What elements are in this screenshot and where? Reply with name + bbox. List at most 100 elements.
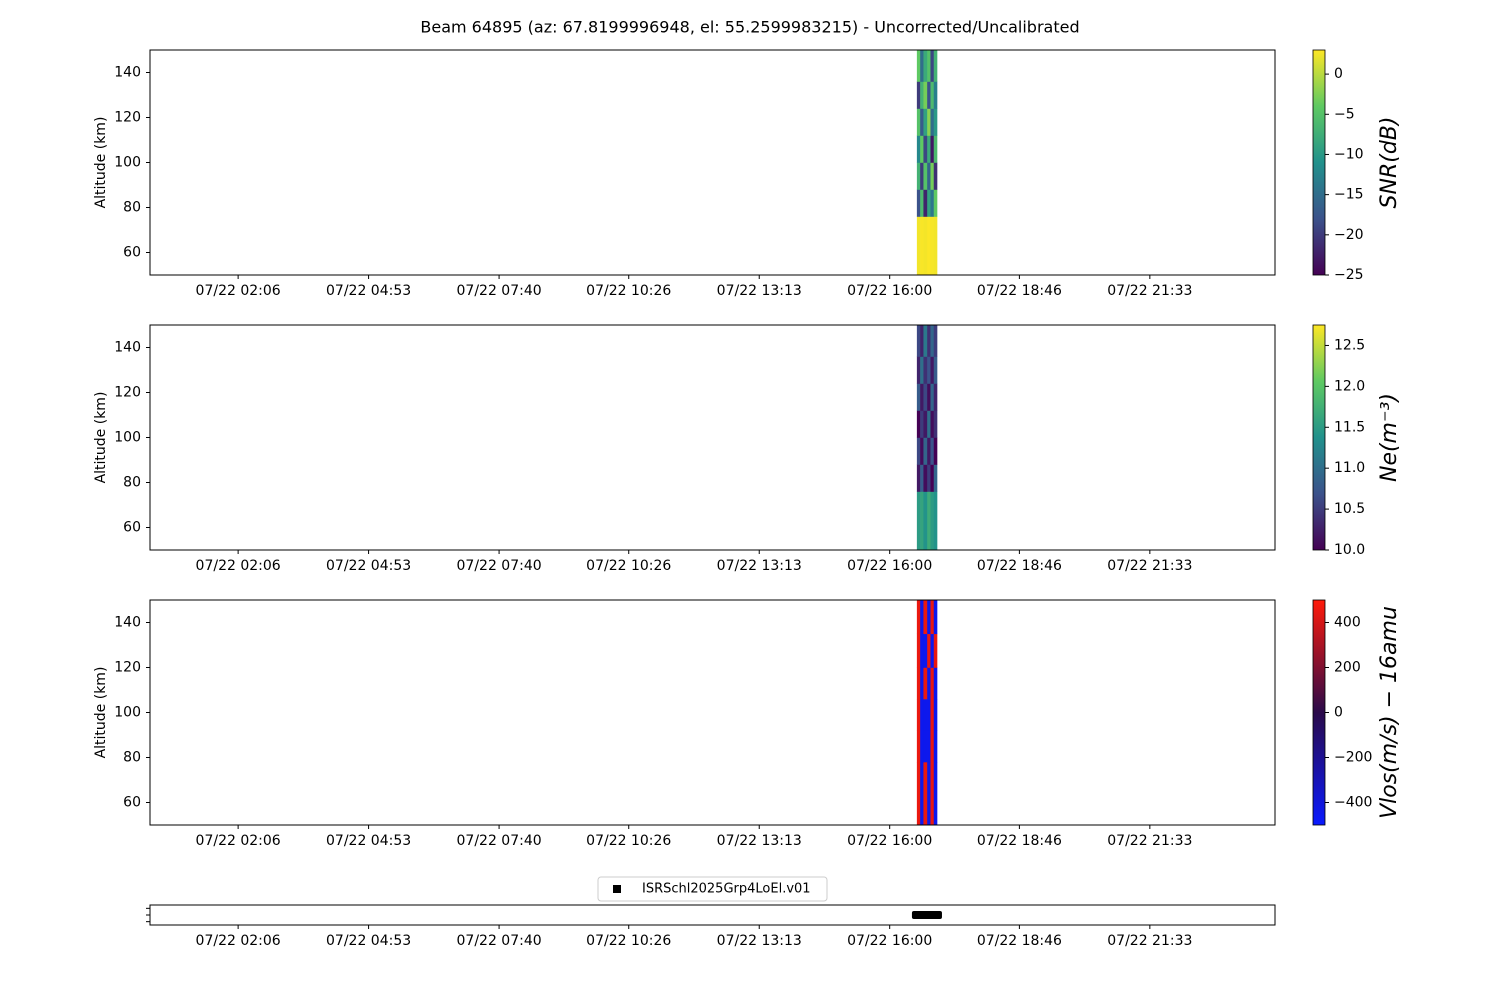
heatmap-cell [927,108,931,136]
heatmap-cell [927,325,931,357]
heatmap-cell [916,135,921,163]
colorbar-tick-label: −15 [1334,187,1364,203]
heatmap-cell [930,491,935,551]
heatmap-cell [923,356,928,384]
heatmap-cell [930,135,935,163]
heatmap-cell [920,356,924,384]
heatmap-cell [923,437,928,465]
heatmap-cell [933,699,938,731]
heatmap-cell [923,216,928,276]
y-tick-label: 140 [114,340,141,356]
x-tick-label: 07/22 21:33 [1107,283,1192,299]
heatmap-cell [916,464,921,492]
heatmap-cell [927,216,931,276]
y-tick-label: 80 [123,475,141,491]
heatmap-cell [923,464,928,492]
x-tick-label: 07/22 13:13 [717,933,802,949]
x-tick-label: 07/22 10:26 [586,833,671,849]
heatmap-cell [920,135,924,163]
x-tick-label: 07/22 10:26 [586,283,671,299]
heatmap-cell [916,325,921,357]
heatmap-cell [916,699,921,731]
y-tick-label: 100 [114,430,141,446]
heatmap-cell [927,81,931,109]
heatmap-cell [930,162,935,190]
x-tick-label: 07/22 13:13 [717,558,802,574]
x-tick-label: 07/22 16:00 [847,283,932,299]
heatmap-cell [920,108,924,136]
x-tick-label: 07/22 13:13 [717,833,802,849]
colorbar-tick-label: −5 [1334,106,1355,122]
heatmap-cell [923,491,928,551]
x-tick-label: 07/22 02:06 [196,558,281,574]
heatmap-cell [933,667,938,700]
x-tick-label: 07/22 07:40 [457,933,542,949]
heatmap-cell [930,633,935,668]
heatmap-cell [920,410,924,438]
x-tick-label: 07/22 16:00 [847,833,932,849]
y-axis-label: Altitude (km) [93,392,109,484]
heatmap-cell [920,189,924,217]
colorbar [1312,599,1326,826]
heatmap-cell [933,162,938,190]
heatmap-cell [916,491,921,551]
heatmap-cell [923,410,928,438]
colorbar-label: Vlos(m/s) − 16amu [1377,606,1402,819]
heatmap-cell [930,108,935,136]
colorbar [1312,49,1326,276]
x-tick-label: 07/22 18:46 [977,558,1062,574]
x-tick-label: 07/22 21:33 [1107,833,1192,849]
x-tick-label: 07/22 07:40 [457,283,542,299]
heatmap-cell [920,216,924,276]
y-tick-label: 80 [123,200,141,216]
heatmap-cell [933,633,938,668]
x-tick-label: 07/22 10:26 [586,933,671,949]
y-tick-label: 60 [123,520,141,536]
heatmap-cell [916,762,921,826]
x-tick-label: 07/22 02:06 [196,933,281,949]
heatmap-cell [933,491,938,551]
heatmap-cell [920,762,924,826]
heatmap-cell [930,667,935,700]
heatmap-cell [920,730,924,763]
heatmap-cell [923,135,928,163]
colorbar [1312,324,1326,551]
heatmap-cell [923,633,928,668]
heatmap-cell [923,762,928,826]
x-tick-label: 07/22 16:00 [847,558,932,574]
colorbar-tick-label: −10 [1334,146,1364,162]
heatmap-cell [923,162,928,190]
heatmap-cell [927,356,931,384]
x-tick-label: 07/22 02:06 [196,833,281,849]
heatmap-cell [923,189,928,217]
heatmap-cell [930,325,935,357]
heatmap-cell [923,730,928,763]
heatmap-cell [930,699,935,731]
y-tick-label: 120 [114,660,141,676]
heatmap-cell [930,600,935,635]
colorbar-tick-label: 11.0 [1334,460,1365,476]
heatmap-cell [927,50,931,82]
x-tick-label: 07/22 13:13 [717,283,802,299]
y-tick-label: 60 [123,795,141,811]
heatmap-cell [927,762,931,826]
heatmap-cell [916,189,921,217]
heatmap-cell [920,633,924,668]
x-tick-label: 07/22 07:40 [457,833,542,849]
heatmap-cell [930,410,935,438]
colorbar-tick-label: −25 [1334,267,1364,283]
y-tick-label: 80 [123,750,141,766]
heatmap-cell [930,383,935,411]
colorbar-tick-label: 12.0 [1334,378,1365,394]
legend-marker [613,885,621,893]
heatmap-cell [933,730,938,763]
colorbar-label: SNR(dB) [1377,117,1402,209]
heatmap-cell [916,108,921,136]
heatmap-cell [933,762,938,826]
heatmap-cell [923,325,928,357]
heatmap-cell [933,437,938,465]
heatmap-cell [933,189,938,217]
y-tick-label: 140 [114,615,141,631]
